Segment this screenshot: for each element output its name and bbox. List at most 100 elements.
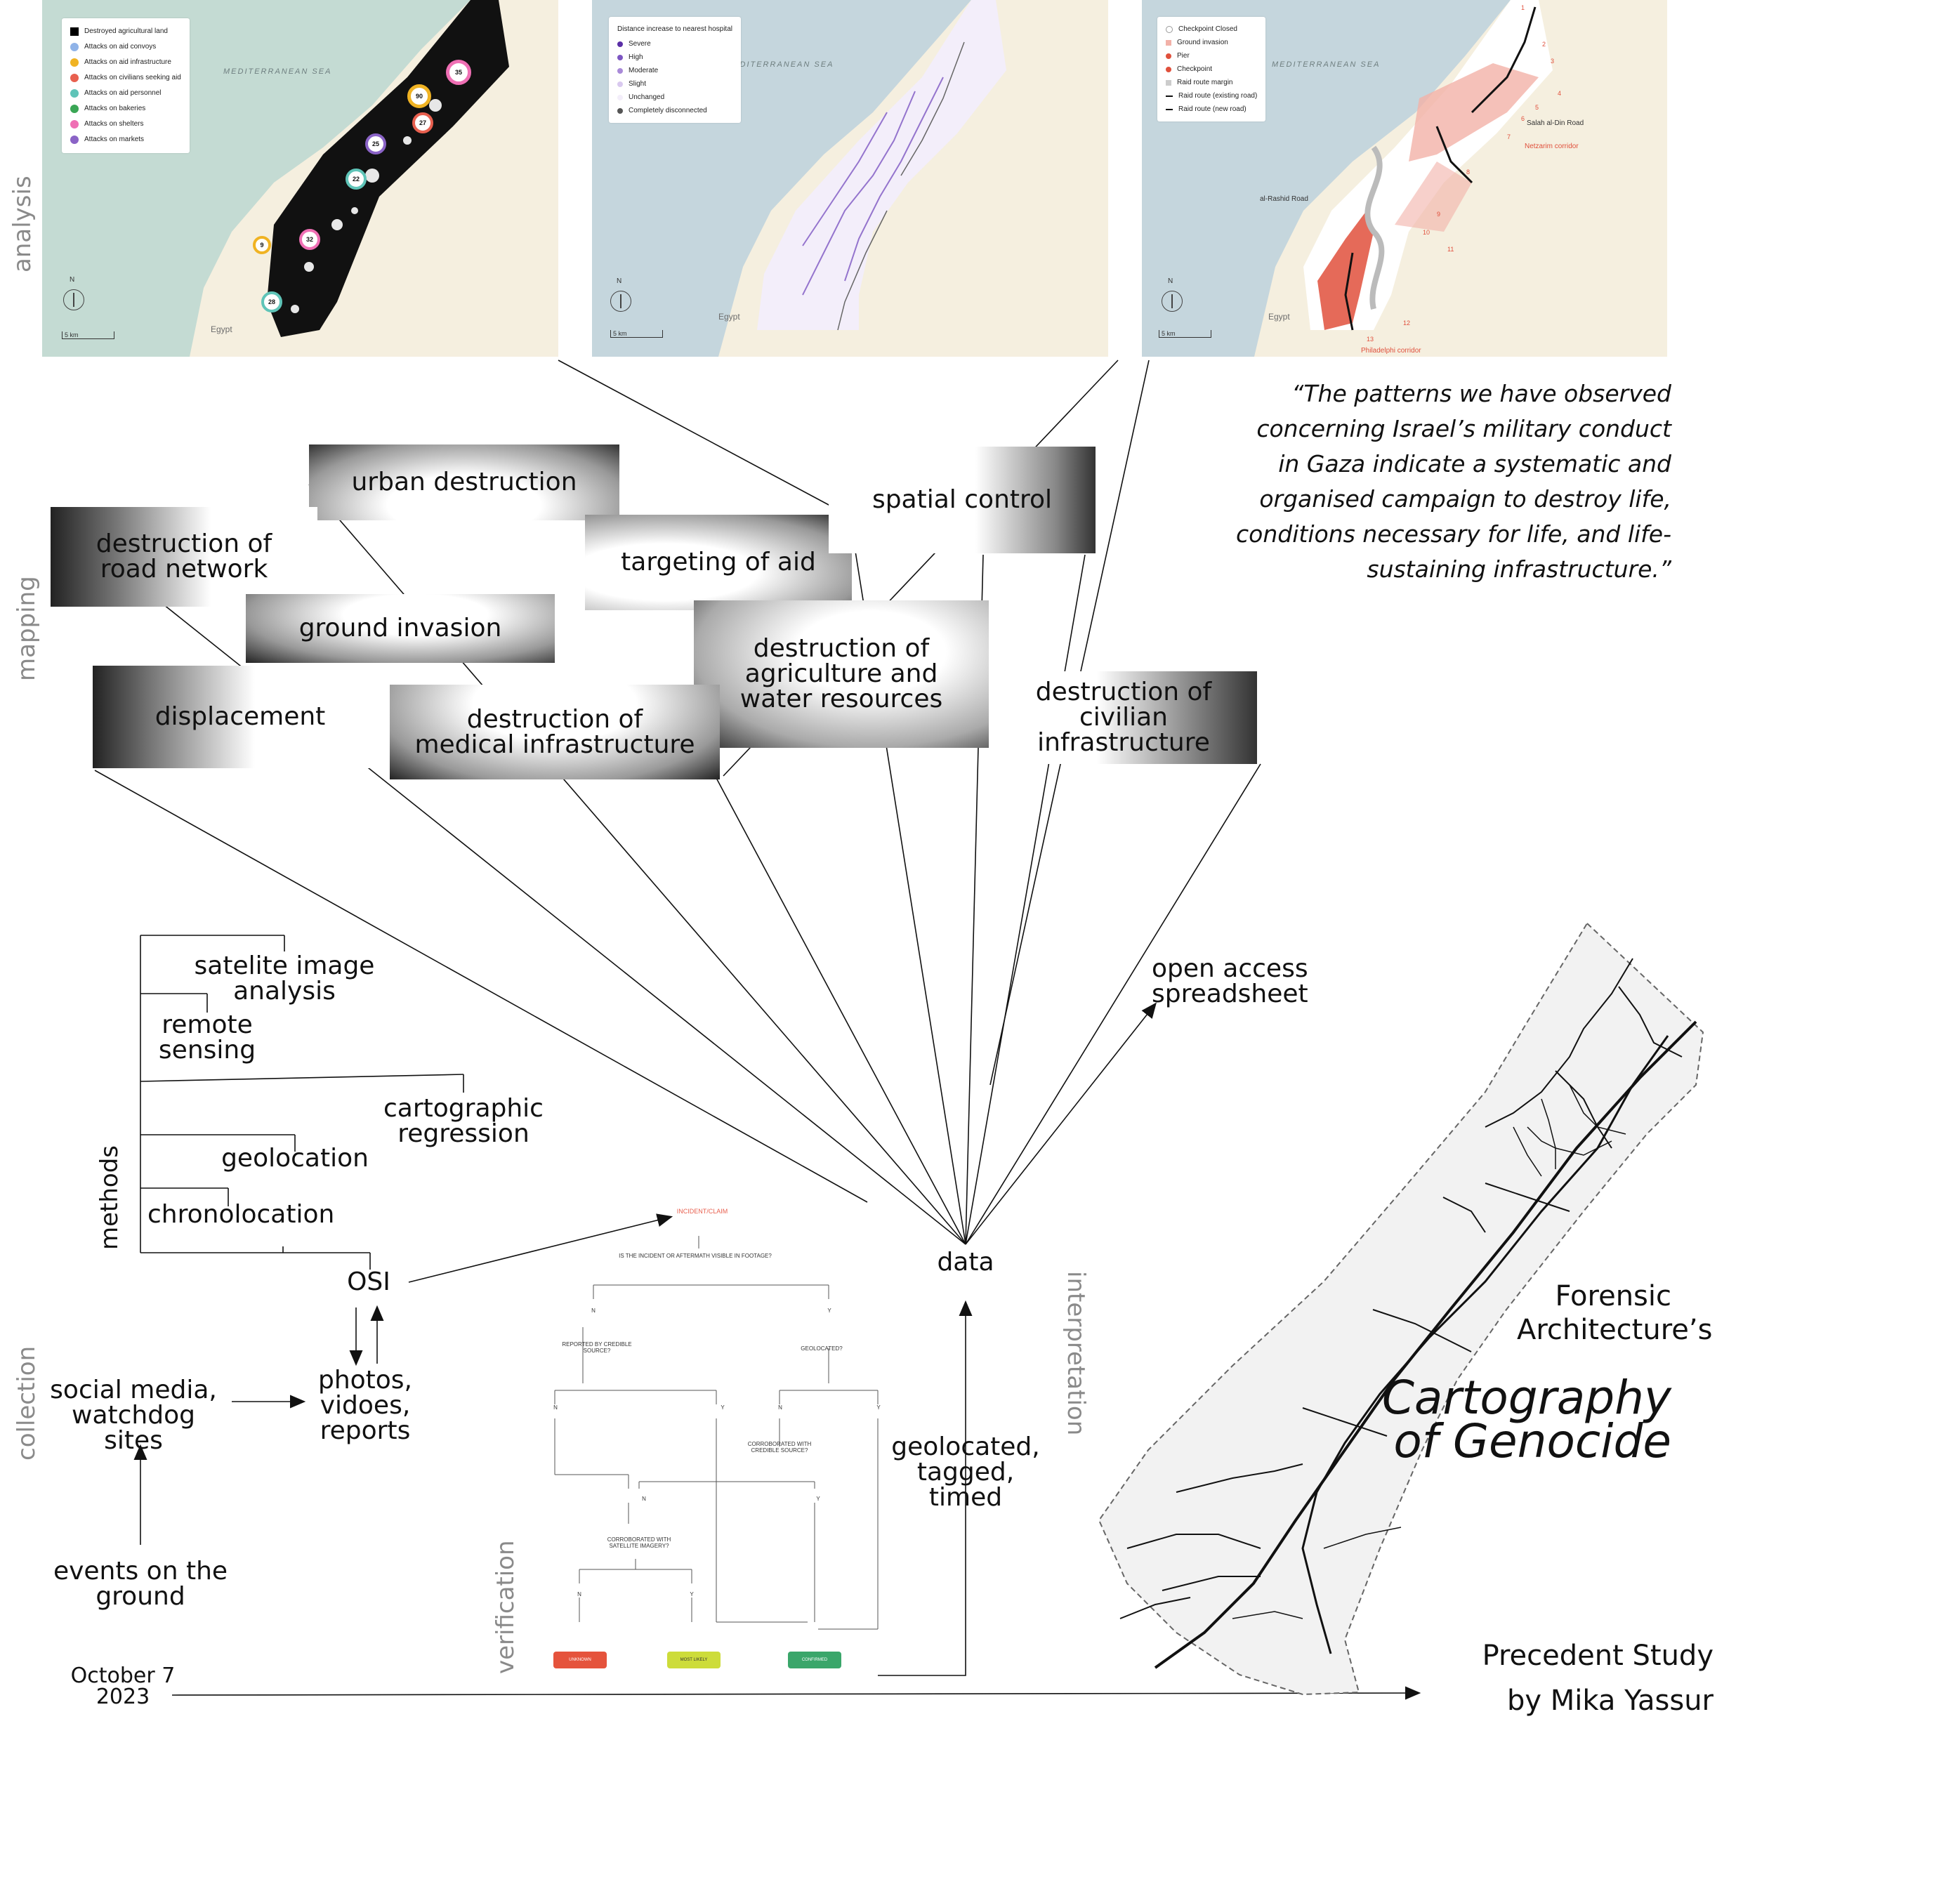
- legend-label: Raid route (new road): [1178, 105, 1247, 113]
- north-label: N: [70, 276, 75, 284]
- legend-swatch: [1166, 66, 1171, 72]
- legend-swatch: [70, 27, 79, 36]
- legend-row: Unchanged: [617, 91, 732, 104]
- legend-row: Attacks on aid convoys: [70, 39, 181, 55]
- flow-y-label: Y: [827, 1307, 831, 1314]
- legend-label: High: [629, 53, 643, 61]
- flow-y-label: Y: [690, 1591, 694, 1598]
- quote-text: “The patterns we have observed concernin…: [1236, 380, 1671, 583]
- mapping-box-label: targeting of aid: [621, 548, 816, 577]
- legend-title: Distance increase to nearest hospital: [617, 25, 732, 33]
- route-number: 8: [1466, 169, 1471, 176]
- mapping-box-label: destruction of agriculture and water res…: [739, 634, 943, 713]
- legend-swatch: [1166, 95, 1173, 97]
- mapping-box-civilian: destruction of civilian infrastructure: [990, 671, 1257, 764]
- legend-label: Attacks on markets: [84, 136, 145, 143]
- legend-label: Attacks on civilians seeking aid: [84, 74, 181, 81]
- route-number: 7: [1507, 133, 1511, 140]
- title-forensic-architecture: Forensic Architecture’s: [1390, 1279, 1713, 1347]
- place-label-salah: Salah al-Din Road: [1527, 119, 1584, 127]
- legend-swatch: [70, 89, 79, 98]
- flow-geolocated: GEOLOCATED?: [801, 1345, 843, 1352]
- title-precedent-line2: by Mika Yassur: [1506, 1685, 1714, 1717]
- flow-n-label: N: [778, 1404, 782, 1411]
- legend-row: Raid route (existing road): [1166, 89, 1257, 103]
- cluster-marker: 28: [261, 291, 282, 312]
- cluster-marker: 90: [407, 84, 431, 108]
- north-label: N: [1168, 277, 1173, 285]
- side-label-mapping: mapping: [13, 576, 41, 681]
- map2-country-label: Egypt: [718, 312, 740, 322]
- route-number: 13: [1367, 336, 1374, 343]
- mapping-box-ground-invasion: ground invasion: [246, 594, 555, 663]
- side-label-analysis: analysis: [8, 176, 37, 272]
- title-precedent-line1: Precedent Study: [1482, 1640, 1714, 1672]
- legend-swatch: [70, 58, 79, 67]
- place-label-rashid: al-Rashid Road: [1260, 195, 1308, 203]
- flow-reported-credible: REPORTED BY CREDIBLE SOURCE?: [562, 1341, 632, 1354]
- legend-label: Unchanged: [629, 93, 665, 101]
- map-hospital-access-canvas: [592, 0, 1108, 357]
- legend-label: Severe: [629, 40, 651, 48]
- mapping-box-label: spatial control: [872, 485, 1053, 514]
- flow-question-footage: IS THE INCIDENT OR AFTERMATH VISIBLE IN …: [619, 1253, 772, 1259]
- map2-sea-label: MEDITERRANEAN SEA: [725, 60, 834, 69]
- method-satellite-analysis: satelite image analysis: [194, 951, 375, 1006]
- method-remote-sensing: remote sensing: [158, 1010, 256, 1065]
- legend-row: Attacks on civilians seeking aid: [70, 70, 181, 86]
- mapping-box-medical: destruction of medical infrastructure: [390, 685, 720, 779]
- route-number: 6: [1521, 115, 1525, 122]
- legend-row: Attacks on markets: [70, 132, 181, 147]
- cluster-marker: 27: [412, 112, 433, 133]
- mapping-box-targeting-aid: targeting of aid: [585, 515, 852, 610]
- verification-flowchart: [554, 1236, 879, 1630]
- north-arrow-icon: N: [63, 276, 84, 310]
- map2-scale-bar: 5 km: [610, 330, 663, 338]
- mapping-box-label: destruction of road network: [96, 529, 272, 584]
- route-number: 3: [1551, 58, 1555, 65]
- side-label-collection: collection: [13, 1345, 41, 1461]
- legend-row: Pier: [1166, 49, 1257, 62]
- north-arrow-icon: N: [1162, 277, 1183, 312]
- legend-row: Moderate: [617, 64, 732, 77]
- title-forensic-text: Forensic Architecture’s: [1517, 1280, 1713, 1346]
- flow-corroborated-source: CORROBORATED WITH CREDIBLE SOURCE?: [747, 1441, 812, 1454]
- legend-label: Pier: [1177, 52, 1190, 60]
- side-label-interpretation: interpretation: [1062, 1271, 1090, 1436]
- legend-swatch: [617, 41, 623, 47]
- node-data: data: [937, 1248, 994, 1277]
- legend-swatch: [70, 120, 79, 129]
- legend-label: Destroyed agricultural land: [84, 27, 168, 35]
- mapping-box-label: displacement: [154, 702, 326, 731]
- method-geolocation: geolocation: [221, 1144, 369, 1173]
- flow-incident-claim: INCIDENT/CLAIM: [676, 1208, 728, 1215]
- legend-label: Raid route margin: [1177, 79, 1233, 86]
- mapping-box-label: urban destruction: [351, 468, 577, 496]
- legend-row: High: [617, 51, 732, 64]
- title-precedent-study: Precedent Study by Mika Yassur: [1419, 1639, 1714, 1718]
- route-number: 5: [1535, 104, 1539, 111]
- flow-y-label: Y: [721, 1404, 725, 1411]
- route-number: 11: [1447, 246, 1454, 253]
- cluster-marker: 35: [446, 60, 471, 85]
- legend-swatch: [617, 67, 623, 74]
- flow-n-label: N: [553, 1404, 558, 1411]
- map3-legend: Checkpoint Closed Ground invasion Pier C…: [1157, 17, 1266, 121]
- flow-y-label: Y: [876, 1404, 881, 1411]
- route-number: 2: [1542, 41, 1546, 48]
- node-photos-reports: photos, vidoes, reports: [317, 1366, 413, 1445]
- place-label-netzarim: Netzarim corridor: [1525, 143, 1579, 150]
- legend-swatch: [1166, 25, 1173, 33]
- legend-row: Slight: [617, 77, 732, 91]
- map-aid-attacks: MEDITERRANEAN SEA Egypt N 5 km Destroyed…: [42, 0, 558, 357]
- legend-row: Raid route margin: [1166, 76, 1257, 89]
- north-arrow-icon: N: [610, 277, 631, 312]
- gaza-road-network-map: [1098, 922, 1704, 1696]
- legend-row: Destroyed agricultural land: [70, 24, 181, 39]
- legend-row: Attacks on aid infrastructure: [70, 55, 181, 70]
- legend-swatch: [1166, 79, 1171, 86]
- title-cartography-of-genocide: Cartography of Genocide: [1320, 1375, 1671, 1465]
- mapping-box-displacement: displacement: [93, 666, 388, 768]
- mapping-box-agriculture: destruction of agriculture and water res…: [694, 600, 989, 748]
- node-open-access: open access spreadsheet: [1152, 954, 1308, 1008]
